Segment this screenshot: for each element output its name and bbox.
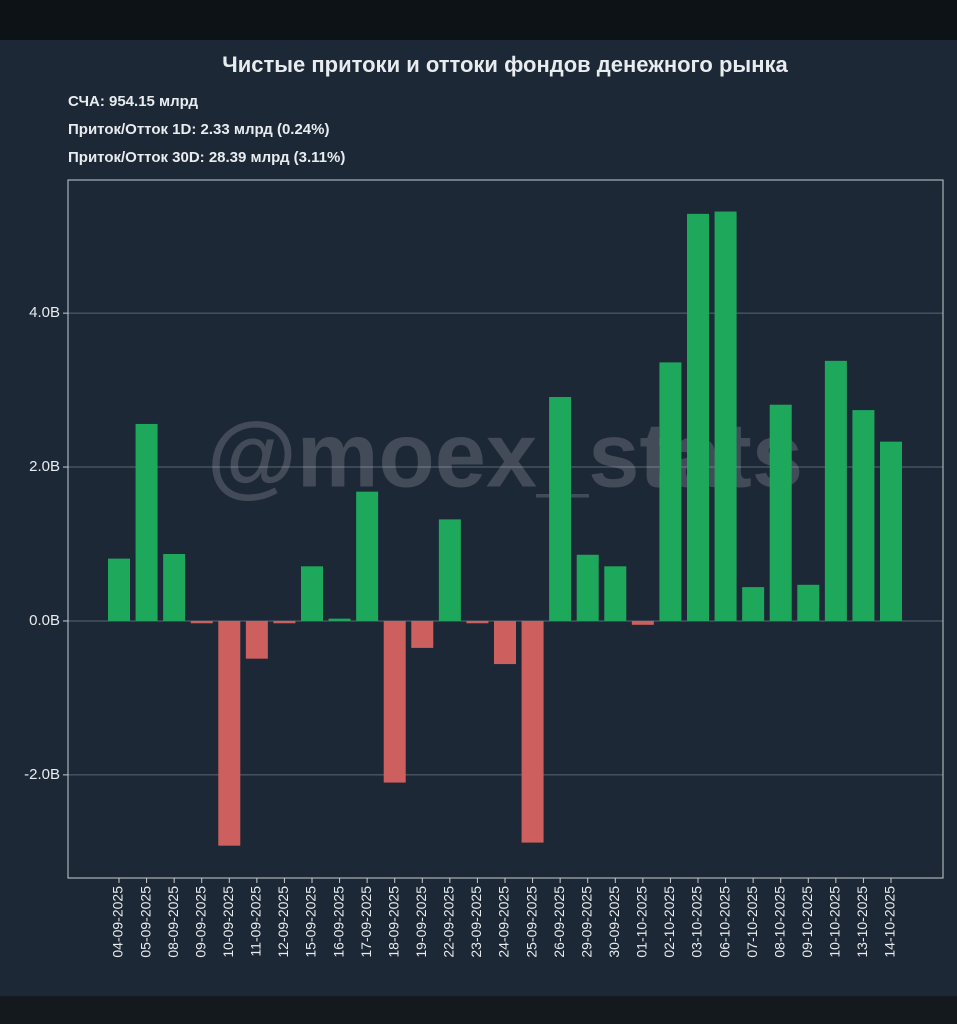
x-tick-label: 04-09-2025	[110, 886, 126, 958]
bar	[576, 554, 599, 621]
bar	[328, 618, 351, 621]
x-tick-label: 18-09-2025	[385, 886, 401, 958]
bar	[687, 213, 709, 621]
bar	[218, 620, 241, 846]
x-tick-label: 24-09-2025	[496, 886, 512, 958]
bar	[135, 423, 158, 621]
x-tick-label: 13-10-2025	[854, 886, 870, 958]
x-tick-label: 19-09-2025	[413, 886, 429, 958]
x-tick-label: 30-09-2025	[606, 886, 622, 958]
x-tick-label: 15-09-2025	[303, 886, 319, 958]
x-tick-label: 22-09-2025	[441, 886, 457, 958]
bar	[356, 491, 379, 621]
x-tick-label: 07-10-2025	[744, 886, 760, 958]
bar	[631, 620, 654, 625]
bar	[190, 620, 213, 624]
bar	[245, 620, 268, 659]
x-tick-label: 01-10-2025	[634, 886, 650, 958]
chart-title: Чистые притоки и оттоки фондов денежного…	[222, 52, 788, 77]
x-tick-label: 29-09-2025	[578, 886, 594, 958]
bar	[714, 211, 737, 621]
y-tick-label: 4.0B	[29, 304, 60, 321]
chart-background	[0, 40, 957, 996]
y-tick-label: -2.0B	[24, 766, 60, 783]
x-tick-label: 08-10-2025	[771, 886, 787, 958]
x-tick-label: 08-09-2025	[165, 886, 181, 958]
bar	[438, 519, 461, 621]
bar	[273, 620, 296, 624]
bar	[742, 587, 765, 621]
bar	[494, 620, 516, 665]
bar	[411, 620, 434, 648]
x-tick-label: 14-10-2025	[882, 886, 898, 958]
watermark: @moex_stats	[207, 404, 803, 506]
x-tick-label: 12-09-2025	[275, 886, 291, 958]
y-tick-label: 0.0B	[29, 612, 60, 629]
bar	[659, 362, 682, 621]
bar	[880, 441, 902, 621]
annotation: Приток/Отток 1D: 2.33 млрд (0.24%)	[68, 121, 329, 138]
bar	[852, 410, 875, 621]
bar	[769, 404, 792, 621]
annotation: СЧА: 954.15 млрд	[68, 93, 198, 110]
bar	[521, 620, 544, 843]
x-tick-label: 17-09-2025	[358, 886, 374, 958]
bar	[797, 584, 820, 621]
bar	[604, 566, 627, 621]
x-tick-label: 25-09-2025	[523, 886, 539, 958]
bar	[549, 397, 572, 621]
x-tick-label: 16-09-2025	[330, 886, 346, 958]
top-strip	[0, 0, 957, 40]
x-tick-label: 06-10-2025	[716, 886, 732, 958]
bar	[301, 566, 323, 621]
x-tick-label: 02-10-2025	[661, 886, 677, 958]
annotation: Приток/Отток 30D: 28.39 млрд (3.11%)	[68, 149, 345, 166]
plot-frame	[67, 179, 944, 879]
x-tick-label: 11-09-2025	[248, 886, 264, 957]
x-tick-label: 26-09-2025	[551, 886, 567, 958]
x-tick-label: 10-10-2025	[827, 886, 843, 958]
bar	[108, 558, 130, 621]
bar	[163, 554, 186, 621]
bar	[383, 620, 406, 783]
x-tick-label: 23-09-2025	[468, 886, 484, 958]
x-tick-label: 05-09-2025	[137, 886, 153, 958]
bar	[466, 620, 489, 624]
bar	[824, 360, 847, 621]
x-tick-label: 03-10-2025	[689, 886, 705, 958]
x-tick-label: 09-10-2025	[799, 886, 815, 958]
x-tick-label: 09-09-2025	[192, 886, 208, 958]
x-tick-label: 10-09-2025	[220, 886, 236, 958]
y-tick-label: 2.0B	[29, 458, 60, 475]
bottom-strip	[0, 996, 957, 1024]
